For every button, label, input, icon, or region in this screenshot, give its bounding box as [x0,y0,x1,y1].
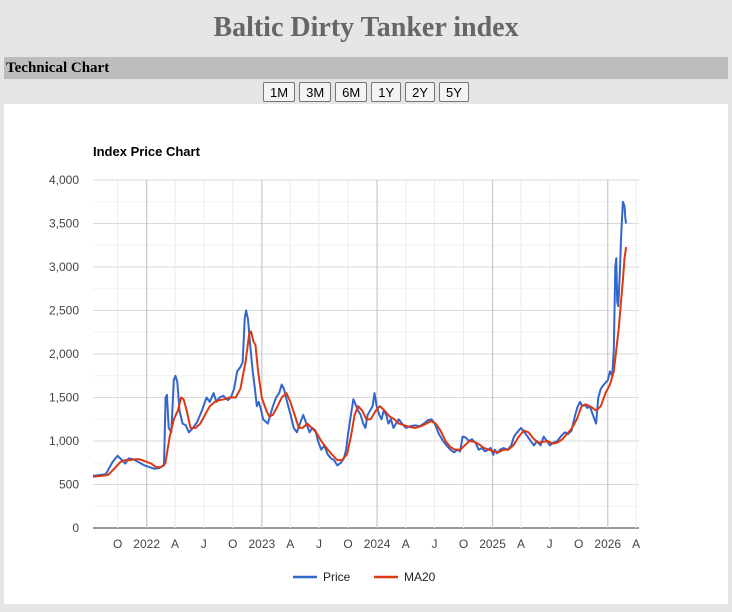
x-tick-label: A [171,537,179,551]
range-1y-button[interactable]: 1Y [371,82,402,102]
x-tick-label: 2023 [248,537,275,551]
range-5y-button[interactable]: 5Y [439,82,469,102]
x-tick-label: A [286,537,294,551]
range-3m-button[interactable]: 3M [299,82,332,102]
legend-label: Price [323,570,351,584]
chart-legend: Price MA20 [293,570,436,584]
y-tick-label: 2,500 [49,304,79,318]
x-tick-label: O [113,537,122,551]
range-1m-button[interactable]: 1M [263,82,296,102]
y-tick-label: 3,500 [49,217,79,231]
x-tick-label: J [547,537,553,551]
y-tick-label: 1,000 [49,434,79,448]
page-title: Baltic Dirty Tanker index [213,12,519,43]
series-line-ma20 [92,246,628,478]
x-tick-label: A [632,537,640,551]
x-tick-label: J [316,537,322,551]
x-tick-label: 2022 [133,537,160,551]
chart-panel: Index Price Chart 0 500 1,000 1,500 2,000 2,5… [4,104,728,604]
y-tick-label: 2,000 [49,347,79,361]
range-2y-button[interactable]: 2Y [405,82,436,102]
range-selector: 1M 3M 6M 1Y 2Y 5Y [0,82,732,102]
y-tick-label: 0 [72,521,79,535]
section-header: Technical Chart [4,57,728,79]
x-tick-label: O [343,537,352,551]
x-tick-label: O [574,537,583,551]
y-tick-label: 500 [59,478,79,492]
y-tick-label: 1,500 [49,391,79,405]
x-tick-label: A [517,537,525,551]
y-tick-label: 4,000 [49,173,79,187]
x-tick-label: J [431,537,437,551]
x-tick-label: 2025 [479,537,506,551]
x-tick-label: O [459,537,468,551]
price-chart: Index Price Chart 0 500 1,000 1,500 2,000 2,5… [49,144,640,584]
x-tick-label: J [201,537,207,551]
x-tick-label: 2024 [364,537,391,551]
chart-title: Index Price Chart [93,144,201,159]
legend-label: MA20 [404,570,436,584]
series-line-price [92,200,628,477]
x-tick-label: 2026 [594,537,621,551]
x-tick-label: A [402,537,410,551]
range-6m-button[interactable]: 6M [335,82,368,102]
x-tick-label: O [228,537,237,551]
y-tick-label: 3,000 [49,260,79,274]
